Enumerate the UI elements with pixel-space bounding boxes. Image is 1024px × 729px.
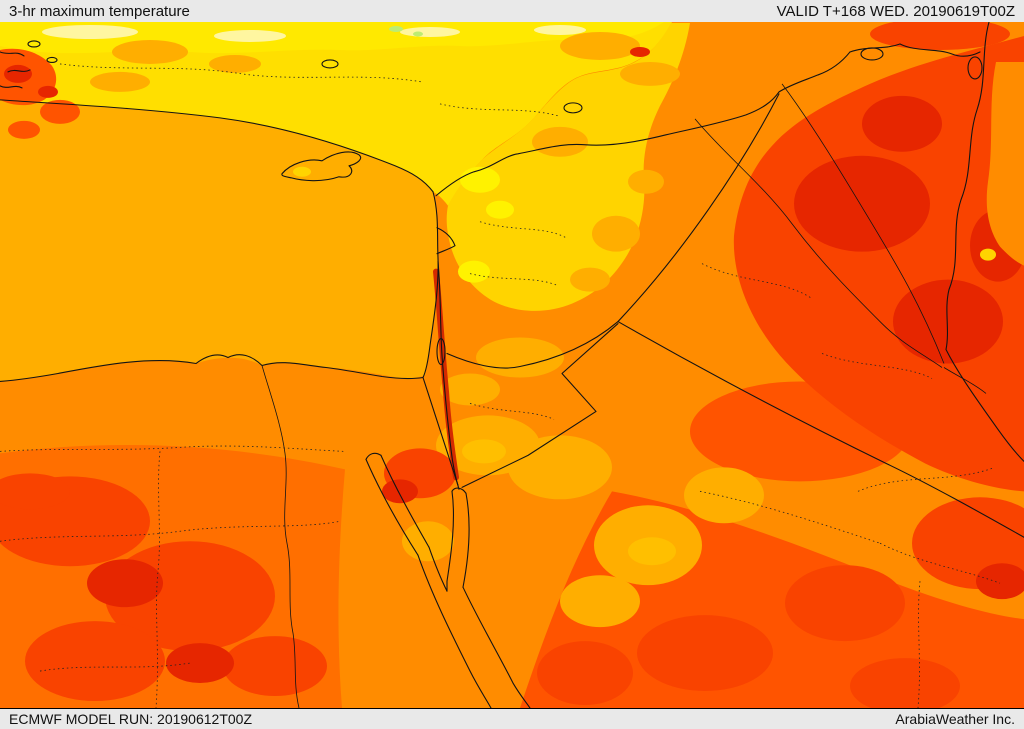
fill-light-orange-regions — [0, 99, 764, 628]
map-title-bar: 3-hr maximum temperature VALID T+168 WED… — [0, 0, 1024, 22]
egypt-israel-border — [422, 376, 459, 486]
gulf-of-aqaba-west-coast — [446, 490, 454, 592]
aegean-island — [46, 56, 58, 63]
fill-zagros-orange-strip — [986, 61, 1024, 266]
jordan-rift-border — [437, 261, 460, 490]
lebanon-border — [436, 227, 456, 255]
fill-anatolia-orange-patches — [90, 31, 680, 292]
temperature-map-svg — [0, 22, 1024, 708]
shatt-al-arab — [943, 367, 987, 394]
gulf-of-aqaba-head — [451, 487, 467, 494]
fill-syria-bright-spots — [458, 166, 514, 283]
red-sea-west-coast — [417, 554, 492, 708]
turkey-south-coastline — [0, 99, 434, 193]
aegean-island — [27, 40, 41, 48]
euphrates-river — [694, 118, 943, 368]
map-footer-bar: ECMWF MODEL RUN: 20190612T00Z ArabiaWeat… — [0, 709, 1024, 729]
fill-jordan-rift-hot-strip — [433, 268, 459, 481]
lake-urmia — [967, 56, 983, 80]
fill-west-turkey-red-cores — [4, 46, 650, 98]
fill-green-tint-specks — [389, 25, 423, 37]
turkey-syria-iraq-border — [435, 51, 851, 197]
levant-egypt-coastline — [0, 191, 439, 383]
dotted-admin-boundaries — [0, 63, 1001, 708]
rivers — [261, 83, 987, 708]
syria-iraq-border — [617, 93, 780, 323]
map-title: 3-hr maximum temperature — [9, 2, 190, 20]
anatolia-lake — [321, 59, 339, 69]
fill-pale-orange-spots — [462, 439, 676, 566]
iraq-saudi-border — [617, 321, 1024, 538]
jordan-syria-border — [446, 321, 619, 369]
weather-map — [0, 22, 1024, 709]
country-borders-and-coastlines — [0, 22, 1024, 708]
gulf-of-aqaba-east-coast — [462, 492, 470, 588]
gulf-of-suez-west-coast — [365, 458, 419, 556]
aegean-coast-squiggles — [0, 51, 31, 89]
gulf-of-suez-head — [365, 452, 382, 460]
iraq-iran-border — [945, 22, 1024, 462]
gulf-of-suez-east-coast — [380, 454, 430, 548]
jordan-saudi-border — [461, 323, 619, 488]
model-run-label: ECMWF MODEL RUN: 20190612T00Z — [9, 711, 252, 727]
fill-pale-yellow-spots — [42, 24, 586, 42]
tigris-river — [781, 83, 945, 364]
valid-time-label: VALID T+168 WED. 20190619T00Z — [776, 2, 1015, 20]
syria-lake — [563, 102, 583, 114]
fill-turkey-yellow-band — [0, 22, 672, 206]
sinai-tip-coast — [428, 546, 448, 592]
lake-van — [860, 47, 884, 61]
nile-river — [261, 365, 300, 708]
red-sea-east-coast — [462, 586, 531, 708]
dead-sea — [436, 337, 446, 366]
cyprus-outline — [281, 151, 362, 182]
credit-label: ArabiaWeather Inc. — [895, 711, 1015, 727]
